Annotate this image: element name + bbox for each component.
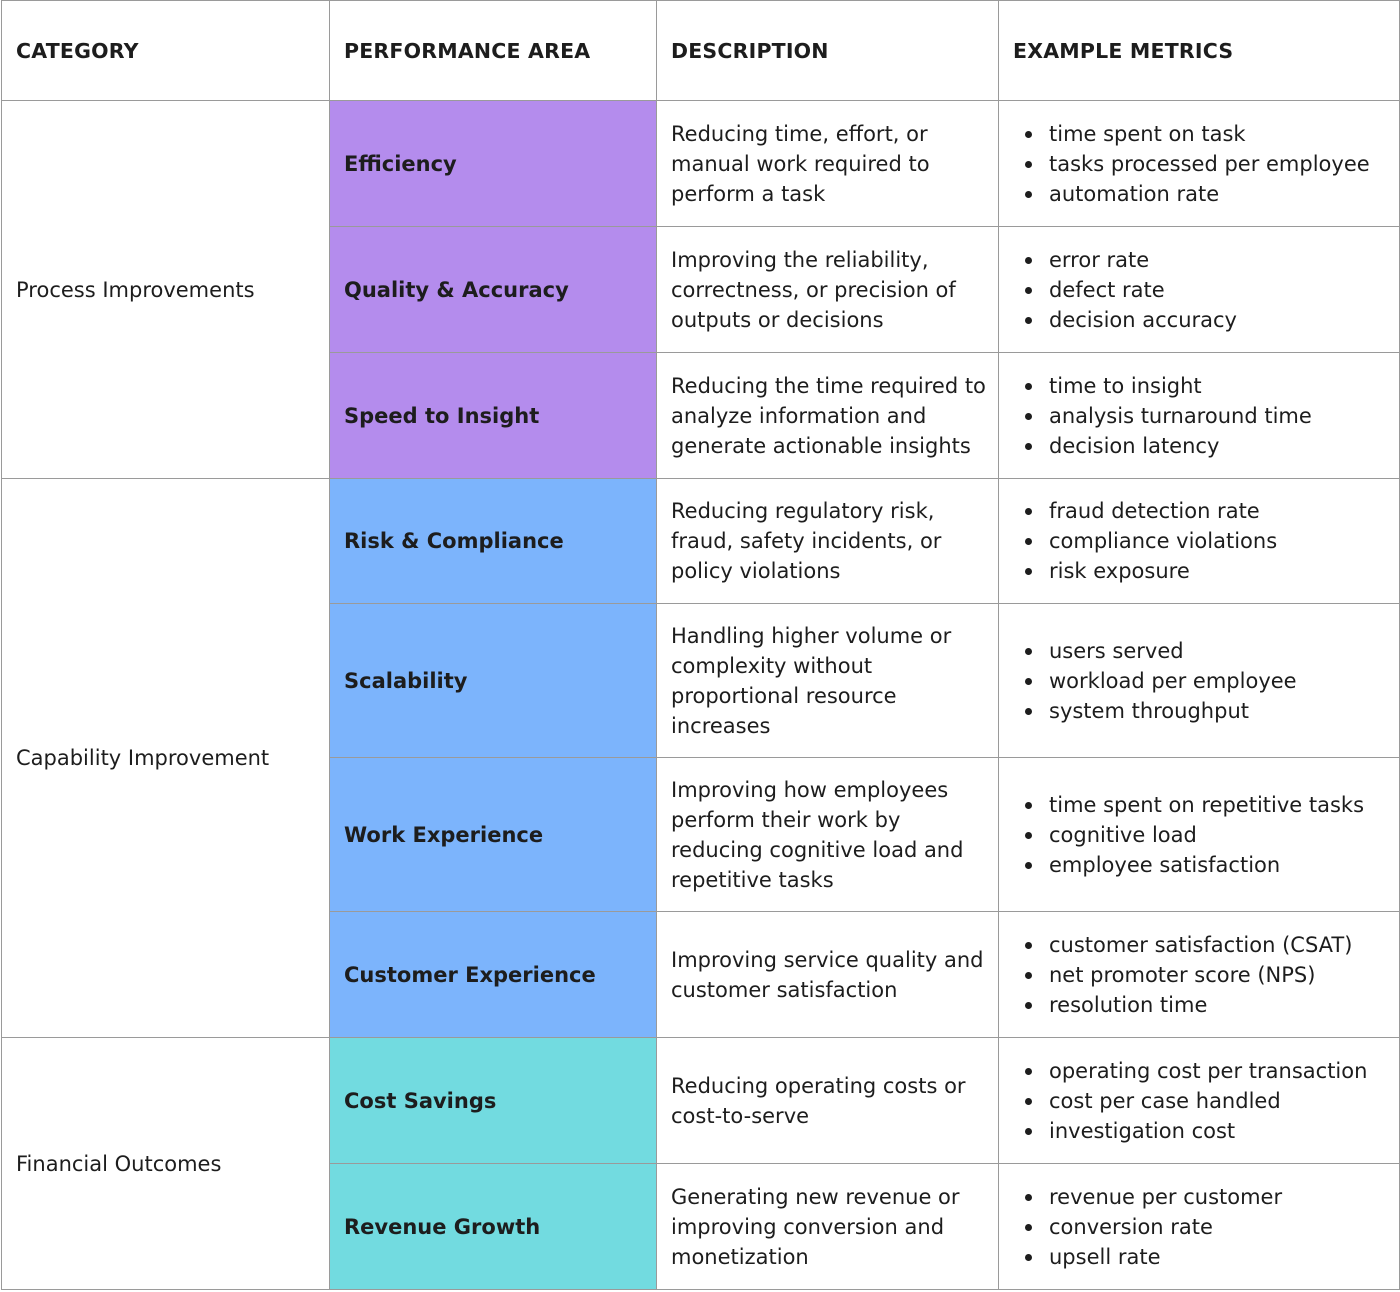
header-performance-area: PERFORMANCE AREA [329, 0, 657, 101]
metric-item: employee satisfaction [1025, 850, 1391, 880]
table-row: Customer Experience Improving service qu… [2, 911, 1400, 1038]
metrics-cell: operating cost per transaction cost per … [998, 1037, 1400, 1164]
metric-item: risk exposure [1025, 556, 1391, 586]
performance-area-cell: Work Experience [329, 757, 657, 912]
metrics-cell: customer satisfaction (CSAT) net promote… [998, 911, 1400, 1038]
performance-area-cell: Revenue Growth [329, 1163, 657, 1290]
metric-item: resolution time [1025, 990, 1391, 1020]
metric-item: net promoter score (NPS) [1025, 960, 1391, 990]
description-cell: Generating new revenue or improving conv… [656, 1163, 999, 1290]
description-cell: Reducing the time required to analyze in… [656, 352, 999, 479]
table-row: Speed to Insight Reducing the time requi… [2, 352, 1400, 479]
performance-area-cell: Cost Savings [329, 1037, 657, 1164]
performance-area-cell: Risk & Compliance [329, 478, 657, 604]
description-cell: Reducing operating costs or cost-to-serv… [656, 1037, 999, 1164]
metric-item: time spent on repetitive tasks [1025, 790, 1391, 820]
metric-item: system throughput [1025, 696, 1391, 726]
metrics-list: time to insight analysis turnaround time… [1013, 371, 1391, 461]
metric-item: tasks processed per employee [1025, 149, 1391, 179]
metric-item: defect rate [1025, 275, 1391, 305]
description-cell: Reducing time, effort, or manual work re… [656, 100, 999, 227]
metrics-list: customer satisfaction (CSAT) net promote… [1013, 930, 1391, 1020]
metrics-cell: time to insight analysis turnaround time… [998, 352, 1400, 479]
metrics-list: revenue per customer conversion rate ups… [1013, 1182, 1391, 1272]
performance-area-cell: Scalability [329, 603, 657, 758]
metrics-list: fraud detection rate compliance violatio… [1013, 496, 1391, 586]
metrics-list: users served workload per employee syste… [1013, 636, 1391, 726]
table-row: Process Improvements Efficiency Reducing… [1, 100, 1400, 479]
table-row: Revenue Growth Generating new revenue or… [2, 1163, 1400, 1290]
metrics-cell: revenue per customer conversion rate ups… [998, 1163, 1400, 1290]
metric-item: conversion rate [1025, 1212, 1391, 1242]
performance-area-cell: Quality & Accuracy [329, 226, 657, 353]
table-row: Work Experience Improving how employees … [2, 757, 1400, 912]
description-cell: Handling higher volume or complexity wit… [656, 603, 999, 758]
metric-item: cost per case handled [1025, 1086, 1391, 1116]
metrics-list: time spent on task tasks processed per e… [1013, 119, 1391, 209]
metric-item: revenue per customer [1025, 1182, 1391, 1212]
metrics-list: error rate defect rate decision accuracy [1013, 245, 1391, 335]
table-row: Capability Improvement Risk & Compliance… [1, 478, 1400, 1038]
metric-item: decision accuracy [1025, 305, 1391, 335]
metric-item: decision latency [1025, 431, 1391, 461]
description-cell: Reducing regulatory risk, fraud, safety … [656, 478, 999, 604]
category-cell: Capability Improvement [1, 478, 330, 1038]
metric-item: time to insight [1025, 371, 1391, 401]
header-description: DESCRIPTION [656, 0, 999, 101]
metrics-cell: fraud detection rate compliance violatio… [998, 478, 1400, 604]
metric-item: users served [1025, 636, 1391, 666]
table-row: Quality & Accuracy Improving the reliabi… [2, 226, 1400, 353]
metrics-list: operating cost per transaction cost per … [1013, 1056, 1391, 1146]
metric-item: time spent on task [1025, 119, 1391, 149]
performance-area-cell: Speed to Insight [329, 352, 657, 479]
table-row: Scalability Handling higher volume or co… [2, 603, 1400, 758]
description-cell: Improving the reliability, correctness, … [656, 226, 999, 353]
metric-item: cognitive load [1025, 820, 1391, 850]
metric-item: operating cost per transaction [1025, 1056, 1391, 1086]
metric-item: automation rate [1025, 179, 1391, 209]
metric-item: compliance violations [1025, 526, 1391, 556]
metric-item: fraud detection rate [1025, 496, 1391, 526]
performance-area-cell: Customer Experience [329, 911, 657, 1038]
metrics-list: time spent on repetitive tasks cognitive… [1013, 790, 1391, 880]
metrics-cell: error rate defect rate decision accuracy [998, 226, 1400, 353]
metric-item: customer satisfaction (CSAT) [1025, 930, 1391, 960]
header-row: CATEGORY PERFORMANCE AREA DESCRIPTION EX… [1, 0, 1400, 101]
metric-item: analysis turnaround time [1025, 401, 1391, 431]
metric-item: error rate [1025, 245, 1391, 275]
performance-area-cell: Efficiency [329, 100, 657, 227]
header-category: CATEGORY [1, 0, 330, 101]
metrics-cell: time spent on repetitive tasks cognitive… [998, 757, 1400, 912]
category-cell: Financial Outcomes [1, 1037, 330, 1290]
metric-item: workload per employee [1025, 666, 1391, 696]
metrics-cell: users served workload per employee syste… [998, 603, 1400, 758]
table-row: Financial Outcomes Cost Savings Reducing… [1, 1037, 1400, 1290]
header-example-metrics: EXAMPLE METRICS [998, 0, 1400, 101]
description-cell: Improving service quality and customer s… [656, 911, 999, 1038]
metrics-cell: time spent on task tasks processed per e… [998, 100, 1400, 227]
category-cell: Process Improvements [1, 100, 330, 479]
description-cell: Improving how employees perform their wo… [656, 757, 999, 912]
metric-item: upsell rate [1025, 1242, 1391, 1272]
metric-item: investigation cost [1025, 1116, 1391, 1146]
